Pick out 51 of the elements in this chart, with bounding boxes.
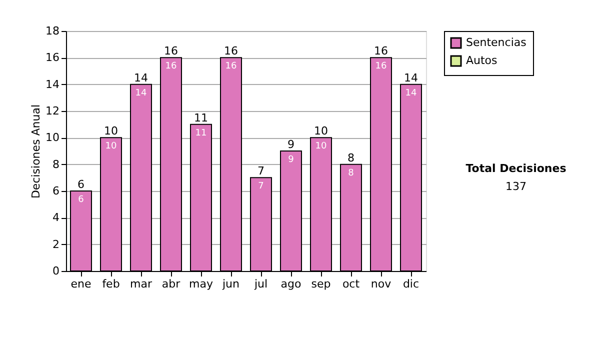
y-tick-label: 8 [52, 158, 60, 171]
x-tick-label: feb [102, 278, 120, 290]
data-label: 6 [78, 195, 84, 205]
total-label: 10 [314, 124, 328, 138]
total-label: 16 [224, 44, 238, 58]
total-label: 7 [258, 164, 264, 178]
total-label: 14 [134, 71, 148, 84]
y-tick-label: 16 [46, 51, 60, 64]
x-tick-label: sep [311, 278, 331, 290]
data-label: 9 [288, 155, 294, 165]
x-tick-label: ago [280, 278, 302, 290]
data-label: 14 [135, 88, 147, 98]
data-label: 7 [258, 182, 264, 192]
y-tick-label: 4 [52, 211, 60, 224]
x-tick-label: abr [162, 278, 181, 290]
y-tick-label: 6 [52, 184, 60, 198]
y-tick-label: 18 [46, 24, 60, 38]
x-tick-label: oct [342, 278, 360, 290]
text: 137 [506, 180, 526, 193]
x-tick-label: dic [402, 278, 420, 290]
total-label: 16 [374, 44, 388, 58]
legend-label: Sentencias [466, 36, 527, 49]
total-label: 14 [404, 71, 418, 84]
data-label: 8 [348, 168, 354, 178]
total-label: 9 [288, 138, 294, 151]
x-tick-label: nov [370, 278, 392, 290]
y-tick-label: 2 [52, 238, 60, 251]
total-label: 8 [348, 151, 354, 164]
x-tick-label: may [189, 278, 214, 290]
x-tick-label: jul [253, 278, 268, 290]
total-label: 11 [194, 111, 208, 124]
data-label: 11 [195, 128, 207, 138]
data-label: 16 [225, 62, 237, 72]
y-axis-title: Decisiones Anual [30, 104, 43, 199]
data-label: 10 [105, 142, 117, 152]
legend-label: Autos [466, 54, 498, 67]
y-tick-label: 14 [46, 78, 60, 91]
data-label: 16 [375, 62, 387, 72]
y-tick-label: 0 [52, 264, 60, 278]
x-tick-label: mar [130, 278, 152, 290]
data-label: 10 [315, 142, 327, 152]
text: Total Decisiones [466, 162, 567, 175]
x-tick-label: ene [70, 278, 92, 290]
total-label: 6 [78, 178, 84, 191]
data-label: 16 [165, 62, 177, 72]
y-tick-label: 12 [46, 104, 60, 118]
total-label: 10 [104, 124, 118, 138]
x-tick-label: jun [222, 278, 240, 290]
data-label: 14 [405, 88, 417, 98]
y-tick-label: 10 [46, 131, 60, 144]
total-label: 16 [164, 44, 178, 58]
